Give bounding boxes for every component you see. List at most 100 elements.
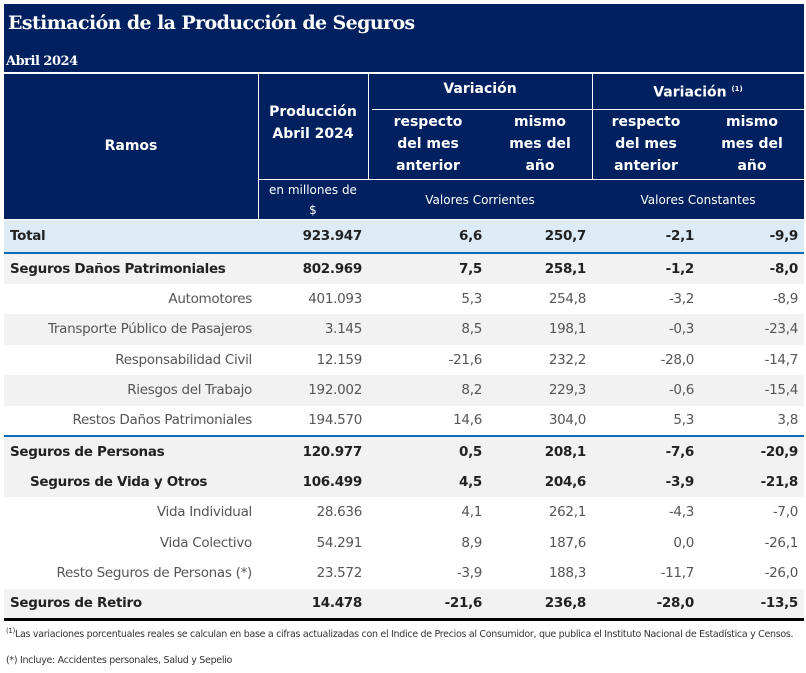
cell-value: 23.572 (316, 565, 363, 582)
cell-value: 5,3 (461, 290, 482, 307)
cell-value: 192.002 (258, 375, 368, 406)
row-label: Total (4, 220, 258, 254)
cell-value: 250,7 (488, 220, 592, 254)
cell-value: -26,1 (764, 534, 799, 551)
footnote-1: (1)Las variaciones porcentuales reales s… (6, 627, 794, 641)
row-label: Seguros de Vida y Otros (4, 466, 258, 497)
cell-value: -3,9 (592, 466, 700, 497)
row-label: Seguros de Retiro (4, 588, 258, 621)
row-label: Seguros de Personas (4, 435, 258, 467)
table-row: Resto Seguros de Personas (*) 23.572 -3,9 1… (4, 558, 804, 589)
cell-value: 4,1 (461, 504, 482, 521)
cell-value: 3,8 (777, 412, 798, 429)
col-mismo-corr: mismo mes del año (509, 114, 571, 174)
divider (368, 74, 369, 180)
row-label: Riesgos del Trabajo (4, 375, 258, 406)
cell-value: 120.977 (258, 435, 368, 467)
cell-value: 5,3 (673, 412, 694, 429)
cell-value: 198,1 (488, 314, 592, 345)
table-row: Automotores 401.093 5,3 254,8 -3,2 -8,9 (4, 284, 804, 315)
cell-value: -3,9 (456, 565, 482, 582)
row-label: Resto Seguros de Personas (*) (56, 565, 252, 582)
cell-value: 28.636 (316, 504, 363, 521)
row-label: Vida Colectivo (159, 534, 252, 551)
report-header: Estimación de la Producción de Seguros A… (4, 4, 804, 72)
cell-value: 258,1 (488, 253, 592, 284)
cell-value: -20,9 (700, 435, 804, 467)
report-period: Abril 2024 (6, 54, 78, 69)
table-row: Seguros de Personas 120.977 0,5 208,1 -7,6 -2… (4, 435, 804, 467)
cell-value: 8,5 (368, 314, 488, 345)
row-label: Transporte Público de Pasajeros (4, 314, 258, 345)
divider (258, 179, 804, 180)
cell-value: 6,6 (368, 220, 488, 254)
cell-value: -21,6 (448, 351, 483, 368)
divider (372, 109, 804, 110)
table-row: Restos Daños Patrimoniales 194.570 14,6 304… (4, 406, 804, 437)
table-row: Vida Colectivo 54.291 8,9 187,6 0,0 -26,1 (4, 528, 804, 559)
cell-value: 232,2 (548, 351, 586, 368)
divider (592, 74, 593, 180)
table-row: Vida Individual 28.636 4,1 262,1 -4,3 -7,0 (4, 497, 804, 528)
cell-value: -2,1 (592, 220, 700, 254)
cell-value: 204,6 (488, 466, 592, 497)
row-label: Responsabilidad Civil (115, 351, 252, 368)
cell-value: 401.093 (308, 290, 362, 307)
table-row: Riesgos del Trabajo 192.002 8,2 229,3 -0,6 -1… (4, 375, 804, 406)
row-label: Automotores (168, 290, 252, 307)
cell-value: 0,5 (368, 435, 488, 467)
cell-value: -1,2 (592, 253, 700, 284)
cell-value: -28,0 (592, 588, 700, 621)
table-row: Seguros de Retiro 14.478 -21,6 236,8 -28,0 -1… (4, 588, 804, 621)
cell-value: 923.947 (258, 220, 368, 254)
col-produccion: Producción Abril 2024 (269, 104, 357, 142)
cell-value: -23,4 (700, 314, 804, 345)
col-unit: en millones de $ (269, 183, 357, 217)
cell-value: 3.145 (258, 314, 368, 345)
cell-value: -3,2 (668, 290, 694, 307)
cell-value: -26,0 (764, 565, 799, 582)
divider (258, 74, 259, 219)
cell-value: 208,1 (488, 435, 592, 467)
cell-value: 802.969 (258, 253, 368, 284)
col-variacion: Variación (443, 81, 517, 97)
cell-value: 14,6 (453, 412, 482, 429)
row-label: Restos Daños Patrimoniales (72, 412, 253, 429)
table-row: Total 923.947 6,6 250,7 -2,1 -9,9 (4, 220, 804, 254)
cell-value: 254,8 (548, 290, 586, 307)
cell-value: 8,9 (461, 534, 482, 551)
cell-value: -8,9 (772, 290, 798, 307)
col-ramos: Ramos (104, 138, 158, 154)
cell-value: 236,8 (488, 588, 592, 621)
cell-value: -11,7 (660, 565, 695, 582)
cell-value: -4,3 (668, 504, 694, 521)
cell-value: -8,0 (700, 253, 804, 284)
table-row: Seguros Daños Patrimoniales 802.969 7,5 258… (4, 253, 804, 284)
table-row: Seguros de Vida y Otros 106.499 4,5 204,6 -3… (4, 466, 804, 497)
cell-value: 14.478 (258, 588, 368, 621)
cell-value: -21,8 (700, 466, 804, 497)
cell-value: 187,6 (548, 534, 586, 551)
cell-value: 7,5 (368, 253, 488, 284)
row-label: Vida Individual (156, 504, 252, 521)
cell-value: -28,0 (660, 351, 695, 368)
cell-value: -0,3 (592, 314, 700, 345)
cell-value: -7,6 (592, 435, 700, 467)
cell-value: 106.499 (258, 466, 368, 497)
label-corrientes: Valores Corrientes (425, 193, 535, 207)
cell-value: 54.291 (316, 534, 363, 551)
cell-value: -15,4 (700, 375, 804, 406)
report-title: Estimación de la Producción de Seguros (8, 12, 415, 34)
table-header: Ramos Producción Abril 2024 en millones d… (4, 72, 804, 219)
cell-value: 8,2 (368, 375, 488, 406)
cell-value: -9,9 (700, 220, 804, 254)
table-row: Responsabilidad Civil 12.159 -21,6 232,2 -28… (4, 345, 804, 376)
cell-value: 0,0 (673, 534, 694, 551)
table-row: Transporte Público de Pasajeros 3.145 8,5 1… (4, 314, 804, 345)
cell-value: 188,3 (548, 565, 586, 582)
divider (4, 72, 804, 73)
footnote-2: (*) Incluye: Accidentes personales, Salu… (6, 655, 233, 666)
col-mismo-const: mismo mes del año (721, 114, 783, 174)
cell-value: -21,6 (368, 588, 488, 621)
col-resp-corr: respecto del mes anterior (393, 114, 463, 174)
